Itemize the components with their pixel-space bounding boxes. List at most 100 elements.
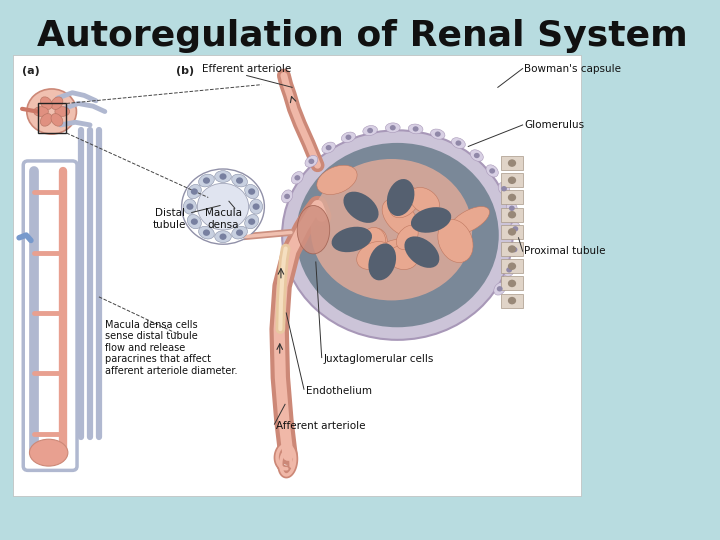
Ellipse shape [282,190,293,203]
Circle shape [508,159,516,167]
Ellipse shape [215,231,231,242]
Ellipse shape [385,123,400,132]
Text: Proximal tubule: Proximal tubule [524,246,606,256]
Circle shape [501,186,507,191]
Circle shape [367,128,373,133]
Text: Glomerulus: Glomerulus [524,120,585,130]
Ellipse shape [449,207,490,234]
Text: Autoregulation of Renal System: Autoregulation of Renal System [37,19,688,53]
Ellipse shape [184,199,197,214]
Circle shape [508,211,516,218]
Circle shape [191,188,198,195]
Ellipse shape [199,174,215,187]
Ellipse shape [363,228,387,256]
Bar [501,208,523,221]
Circle shape [506,267,512,273]
Circle shape [296,143,499,327]
Text: Efferent arteriole: Efferent arteriole [202,64,292,74]
Ellipse shape [498,183,510,195]
Circle shape [181,169,264,244]
Circle shape [191,218,198,225]
Ellipse shape [40,113,53,126]
Bar [501,276,523,291]
Circle shape [508,228,516,235]
Ellipse shape [506,201,517,215]
Circle shape [511,247,518,252]
Text: Afferent arteriole: Afferent arteriole [276,421,366,431]
Ellipse shape [311,159,472,300]
Ellipse shape [341,132,356,143]
Circle shape [413,126,418,132]
Ellipse shape [343,192,379,223]
Ellipse shape [369,244,396,280]
Ellipse shape [199,226,215,239]
Ellipse shape [431,129,445,139]
Bar [501,242,523,256]
Circle shape [203,230,210,236]
Circle shape [248,188,255,195]
Ellipse shape [470,150,483,161]
Circle shape [508,194,516,201]
Circle shape [27,89,76,134]
Circle shape [456,140,462,146]
Bar [501,191,523,205]
Ellipse shape [51,113,63,126]
Ellipse shape [322,142,336,153]
Circle shape [197,183,248,230]
Ellipse shape [40,97,53,110]
Text: Endothelium: Endothelium [306,386,372,396]
Circle shape [346,134,351,140]
Circle shape [308,159,315,164]
Ellipse shape [245,185,258,199]
Ellipse shape [410,187,439,214]
Ellipse shape [245,214,258,229]
Ellipse shape [292,172,303,184]
Bar [501,225,523,239]
Text: Macula densa cells
sense distal tubule
flow and release
paracrines that affect
a: Macula densa cells sense distal tubule f… [105,320,238,376]
Circle shape [220,233,227,240]
Ellipse shape [30,439,68,466]
Ellipse shape [379,239,415,265]
Circle shape [325,145,332,150]
Circle shape [203,177,210,184]
Ellipse shape [332,227,372,252]
Circle shape [186,204,194,210]
FancyBboxPatch shape [13,55,580,496]
Circle shape [390,125,396,130]
Bar [501,294,523,308]
Ellipse shape [388,246,418,269]
Circle shape [508,280,516,287]
Ellipse shape [317,165,357,194]
Text: Distal
tubule: Distal tubule [153,208,186,230]
Ellipse shape [396,225,418,249]
Text: Bowman's capsule: Bowman's capsule [524,64,621,73]
Ellipse shape [494,282,505,295]
Ellipse shape [34,107,48,116]
Circle shape [489,168,495,173]
Bar [501,259,523,273]
Ellipse shape [187,185,202,199]
Circle shape [508,177,516,184]
Ellipse shape [387,179,415,216]
Text: Juxtaglomerular cells: Juxtaglomerular cells [323,354,434,363]
Circle shape [284,194,290,199]
Ellipse shape [405,237,439,268]
Ellipse shape [382,199,418,237]
Circle shape [508,262,516,270]
Ellipse shape [363,126,377,136]
Ellipse shape [215,171,231,183]
Ellipse shape [305,156,318,167]
Circle shape [474,153,480,158]
Circle shape [435,131,441,137]
Ellipse shape [55,107,70,116]
Ellipse shape [250,199,263,214]
Ellipse shape [509,243,520,256]
Ellipse shape [438,219,473,262]
Bar [38,104,66,133]
Ellipse shape [356,241,392,269]
Circle shape [220,173,227,180]
Circle shape [236,230,243,236]
Ellipse shape [411,207,451,233]
Ellipse shape [408,124,423,134]
Circle shape [282,130,513,340]
